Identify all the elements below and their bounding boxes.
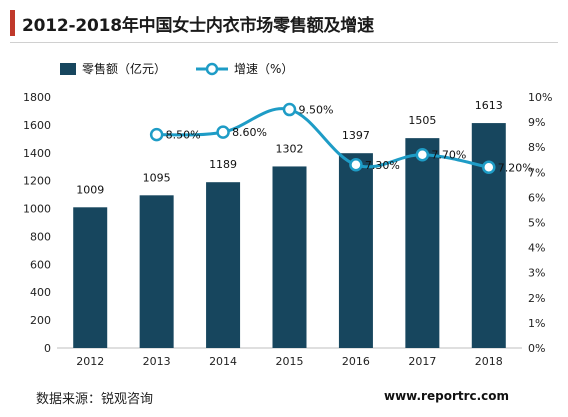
growth-point [216, 125, 230, 139]
x-tick-label: 2015 [276, 355, 304, 368]
y-left-tick-label: 600 [30, 258, 51, 271]
y-right-tick-label: 8% [528, 141, 545, 154]
y-left-tick-label: 200 [30, 314, 51, 327]
title-accent-bar [10, 10, 15, 36]
x-tick-label: 2016 [342, 355, 370, 368]
x-tick-label: 2013 [143, 355, 171, 368]
growth-value-label: 7.20% [498, 161, 533, 174]
bar [471, 123, 506, 348]
bar [73, 207, 108, 348]
y-left-tick-label: 1400 [23, 147, 51, 160]
bar [338, 153, 373, 348]
bar-value-label: 1397 [342, 129, 370, 142]
growth-point [149, 127, 164, 142]
bar-value-label: 1189 [209, 158, 237, 171]
y-right-tick-label: 0% [528, 342, 545, 355]
bar [139, 195, 174, 348]
chart-title: 2012-2018年中国女士内衣市场零售额及增速 [22, 16, 374, 36]
legend-swatch-bar [60, 63, 76, 75]
x-tick-label: 2012 [76, 355, 104, 368]
x-tick-label: 2014 [209, 355, 237, 368]
y-right-tick-label: 7% [528, 166, 545, 179]
y-left-tick-label: 800 [30, 230, 51, 243]
growth-value-label: 7.30% [365, 159, 400, 172]
growth-value-label: 8.50% [166, 129, 201, 142]
legend-label-line: 增速（%） [234, 62, 293, 76]
y-left-tick-label: 1600 [23, 119, 51, 132]
growth-point [282, 102, 297, 117]
growth-point [349, 158, 363, 172]
title-divider [10, 42, 558, 43]
bar-value-label: 1302 [276, 142, 304, 155]
growth-value-label: 9.50% [299, 104, 334, 117]
y-left-tick-label: 1200 [23, 175, 51, 188]
site-watermark: www.reportrc.com [384, 389, 510, 403]
legend-label-bar: 零售额（亿元） [82, 61, 166, 76]
y-right-tick-label: 1% [528, 317, 545, 330]
y-left-tick-label: 1000 [23, 203, 51, 216]
y-left-tick-label: 400 [30, 286, 51, 299]
growth-point [415, 147, 430, 162]
data-source: 数据来源：锐观咨询 [36, 392, 154, 407]
bar [405, 138, 440, 348]
y-right-tick-label: 6% [528, 191, 545, 204]
growth-point [482, 160, 496, 175]
y-right-tick-label: 2% [528, 292, 545, 305]
x-tick-label: 2018 [475, 355, 503, 368]
bar-value-label: 1009 [76, 183, 104, 196]
bar-value-label: 1613 [475, 99, 503, 112]
bar [272, 166, 307, 348]
x-tick-label: 2017 [408, 355, 436, 368]
y-right-tick-label: 3% [528, 267, 545, 280]
y-right-tick-label: 4% [528, 242, 545, 255]
legend-marker-line [205, 62, 219, 76]
growth-value-label: 7.70% [431, 149, 466, 162]
y-left-tick-label: 0 [44, 342, 51, 355]
bar-value-label: 1095 [143, 171, 171, 184]
y-right-tick-label: 9% [528, 116, 545, 129]
bar [206, 182, 241, 348]
y-left-tick-label: 1800 [23, 91, 51, 104]
y-right-tick-label: 5% [528, 217, 545, 230]
bar-value-label: 1505 [408, 114, 436, 127]
y-right-tick-label: 10% [528, 91, 552, 104]
growth-value-label: 8.60% [232, 126, 267, 139]
